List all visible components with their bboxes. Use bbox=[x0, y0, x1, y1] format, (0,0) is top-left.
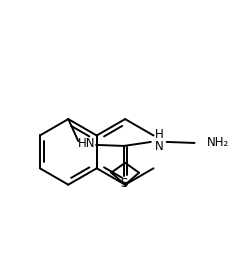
Text: HN: HN bbox=[77, 137, 95, 150]
Text: H
N: H N bbox=[154, 128, 163, 154]
Text: S: S bbox=[120, 177, 128, 190]
Text: NH₂: NH₂ bbox=[206, 136, 229, 150]
